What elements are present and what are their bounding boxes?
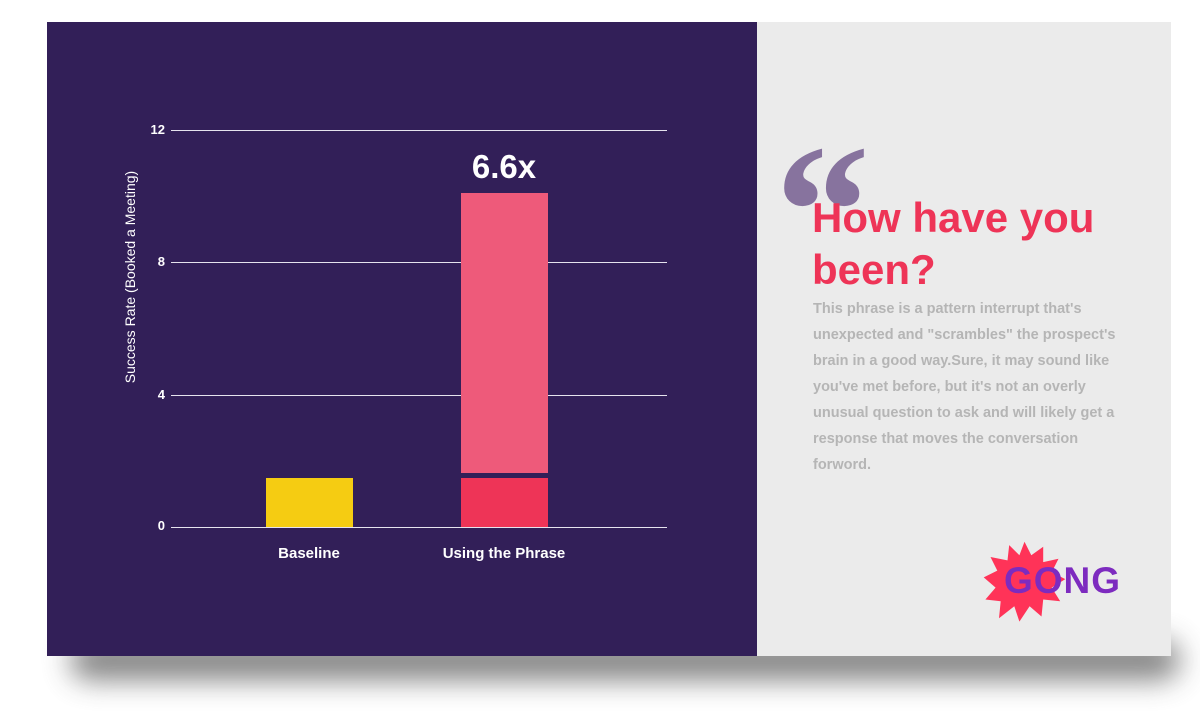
brand-name: GONG [1004, 560, 1122, 601]
chart-panel: 12 8 4 0 Success Rate (Booked a Meeting)… [47, 22, 757, 656]
bar-phrase-uplift [461, 193, 548, 473]
quote-panel: “ How have you been? This phrase is a pa… [757, 22, 1171, 656]
gridline-8 [171, 262, 667, 263]
y-tick: 8 [157, 254, 165, 269]
bar-baseline [266, 478, 353, 527]
quote-headline: How have you been? [812, 194, 1095, 293]
gridline-4 [171, 395, 667, 396]
bar-phrase-base [461, 478, 548, 527]
quote-body: This phrase is a pattern interrupt that'… [813, 301, 1116, 473]
gong-logo: GONG [982, 540, 1127, 630]
x-label-baseline: Baseline [278, 545, 340, 562]
y-tick: 12 [150, 122, 165, 137]
burst-icon [983, 541, 1066, 622]
multiplier-annotation: 6.6x [471, 148, 537, 185]
quote-mark-icon: “ [775, 117, 870, 227]
gridline-12 [171, 130, 667, 131]
y-axis-label: Success Rate (Booked a Meeting) [122, 170, 138, 384]
gridline-0 [171, 527, 667, 528]
y-tick: 4 [157, 387, 165, 402]
y-tick: 0 [157, 518, 165, 533]
x-label-phrase: Using the Phrase [442, 545, 566, 562]
slide-card: 12 8 4 0 Success Rate (Booked a Meeting)… [47, 22, 1171, 656]
